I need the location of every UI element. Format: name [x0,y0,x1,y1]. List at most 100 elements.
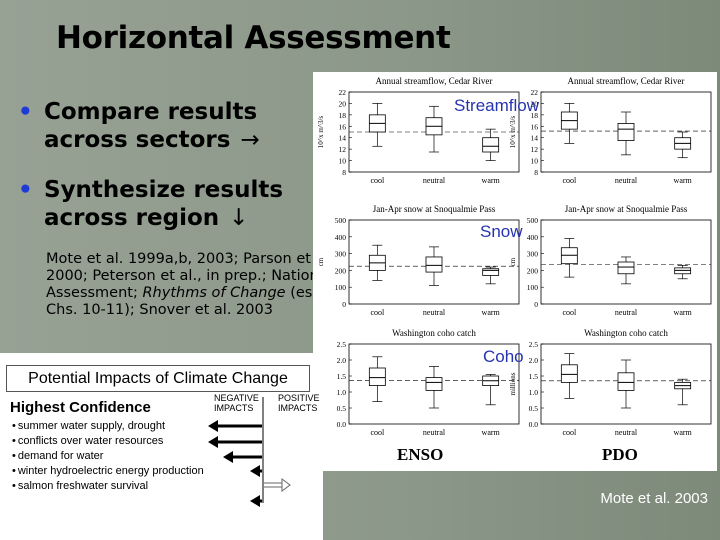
chart-title: Jan-Apr snow at Snoqualmie Pass [565,204,688,214]
x-tick-label: cool [562,308,577,317]
chart-title: Annual streamflow, Cedar River [568,76,685,86]
bullet-line2: across region [44,205,220,231]
impacts-list: summer water supply, drought conflicts o… [12,419,204,494]
y-tick-label: 1.0 [529,388,539,397]
box [425,256,443,273]
chart-title: Jan-Apr snow at Snoqualmie Pass [373,204,496,214]
bullet-synthesize: • Synthesize results across region ↓ [18,176,283,232]
y-tick-label: 20 [531,99,539,108]
list-item: conflicts over water resources [12,434,204,449]
y-tick-label: 1.5 [529,372,539,381]
x-tick-label: neutral [423,308,446,317]
y-tick-label: 8 [342,168,346,177]
x-tick-label: cool [370,428,385,437]
y-tick-label: 22 [531,88,539,97]
list-item: winter hydroelectric energy production [12,464,204,479]
bullet-dot-icon: • [18,177,33,203]
chart-title: Washington coho catch [584,328,668,338]
box [560,364,578,383]
down-arrow-icon: ↓ [229,205,249,231]
x-tick-label: warm [482,308,501,317]
y-tick-label: 100 [527,283,539,292]
box [617,372,635,391]
x-tick-label: warm [674,176,693,185]
y-tick-label: 0.5 [529,404,539,413]
y-tick-label: 200 [335,266,347,275]
x-tick-label: neutral [615,428,638,437]
box [368,367,386,387]
y-tick-label: 8 [534,168,538,177]
negative-arrow-icon [250,495,262,507]
x-tick-label: cool [562,176,577,185]
negative-arrow-icon [208,436,262,448]
y-tick-label: 300 [335,250,347,259]
x-tick-label: cool [370,308,385,317]
x-tick-label: warm [674,308,693,317]
plot-frame [540,343,712,425]
snow-label: Snow [480,222,523,241]
x-tick-label: warm [482,428,501,437]
y-tick-label: 12 [531,145,539,154]
box [482,137,500,153]
y-tick-label: 10 [339,157,347,166]
x-tick-label: neutral [615,176,638,185]
y-tick-label: 18 [531,111,539,120]
list-item: salmon freshwater survival [12,479,204,494]
y-tick-label: 0.0 [337,420,347,429]
list-item: summer water supply, drought [12,419,204,434]
y-tick-label: 1.0 [337,388,347,397]
y-tick-label: 10 [531,157,539,166]
x-tick-label: cool [562,428,577,437]
y-tick-label: 0 [342,300,346,309]
plot-frame [540,91,712,173]
box [425,377,443,391]
pdo-label: PDO [602,445,638,464]
bullet-compare: • Compare results across sectors → [18,98,260,154]
streamflow-label: Streamflow [454,96,540,115]
y-tick-label: 400 [527,233,539,242]
impacts-figure: Potential Impacts of Climate Change High… [0,353,323,540]
y-tick-label: 16 [531,122,539,131]
y-tick-label: 12 [339,145,347,154]
y-tick-label: 200 [527,266,539,275]
y-tick-label: 300 [527,250,539,259]
references-text: Mote et al. 1999a,b, 2003; Parson et al.… [46,251,336,319]
y-tick-label: 20 [339,99,347,108]
boxplot-grid: Annual streamflow, Cedar River 8 10 12 14 16 1… [317,76,712,437]
y-axis-label: cm [509,257,517,266]
x-tick-label: neutral [615,308,638,317]
y-axis-label: cm [317,257,325,266]
y-tick-label: 500 [335,216,347,225]
y-tick-label: 400 [335,233,347,242]
chart-title: Annual streamflow, Cedar River [376,76,493,86]
bullet-line1: Compare results [44,99,258,125]
y-tick-label: 100 [335,283,347,292]
references-part1: Mote et al. 1999a,b, 2003; Parson et al.… [46,251,334,301]
negative-impacts-label: NEGATIVE IMPACTS [214,393,259,413]
y-tick-label: 2.0 [337,356,347,365]
y-tick-label: 2.5 [337,340,347,349]
enso-label: ENSO [397,445,444,464]
y-tick-label: 2.0 [529,356,539,365]
x-tick-label: cool [370,176,385,185]
y-tick-label: 0.0 [529,420,539,429]
references-italic: Rhythms of Change [142,285,286,301]
y-tick-label: 16 [339,122,347,131]
chart-title: Washington coho catch [392,328,476,338]
plot-frame [348,343,520,425]
y-tick-label: 14 [531,134,539,143]
negative-arrow-icon [250,465,262,477]
plot-frame [348,219,520,305]
confidence-heading: Highest Confidence [10,399,151,416]
x-tick-label: neutral [423,176,446,185]
x-tick-label: warm [482,176,501,185]
y-axis-label: 10^x m^3/s [317,116,325,149]
y-tick-label: 14 [339,134,347,143]
negative-arrow-icon [223,451,262,463]
footer-citation: Mote et al. 2003 [600,490,708,507]
bullet-dot-icon: • [18,99,33,125]
right-arrow-icon: → [240,127,260,153]
boxplot-panel: Annual streamflow, Cedar River 8 10 12 14 16 1… [313,72,717,471]
box [617,123,635,141]
